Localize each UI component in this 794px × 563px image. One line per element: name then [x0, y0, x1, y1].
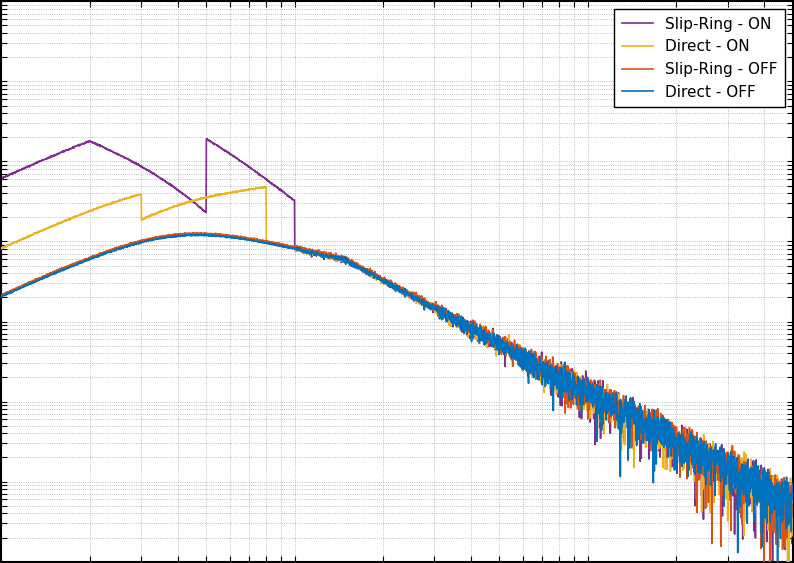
Slip-Ring - OFF	[788, 508, 794, 515]
Slip-Ring - OFF	[0, 292, 6, 298]
Direct - ON	[688, 442, 697, 449]
Slip-Ring - ON	[134, 162, 144, 168]
Slip-Ring - OFF	[300, 247, 310, 254]
Line: Slip-Ring - ON: Slip-Ring - ON	[2, 139, 792, 563]
Direct - ON	[134, 191, 144, 198]
Slip-Ring - OFF	[773, 487, 782, 494]
Slip-Ring - ON	[0, 175, 6, 181]
Slip-Ring - ON	[788, 503, 794, 510]
Direct - OFF	[87, 256, 96, 262]
Slip-Ring - ON	[773, 509, 782, 516]
Direct - OFF	[688, 445, 697, 452]
Direct - ON	[773, 472, 782, 479]
Direct - OFF	[788, 480, 794, 487]
Direct - ON	[788, 491, 794, 498]
Slip-Ring - ON	[334, 254, 344, 261]
Direct - OFF	[300, 247, 310, 254]
Direct - ON	[0, 245, 6, 252]
Line: Slip-Ring - OFF: Slip-Ring - OFF	[2, 233, 792, 563]
Direct - OFF	[0, 293, 6, 300]
Direct - OFF	[773, 561, 782, 563]
Slip-Ring - OFF	[334, 254, 344, 261]
Direct - ON	[300, 248, 310, 255]
Slip-Ring - OFF	[180, 229, 190, 236]
Slip-Ring - OFF	[134, 238, 144, 244]
Direct - ON	[334, 256, 344, 263]
Direct - OFF	[773, 508, 782, 515]
Slip-Ring - ON	[688, 461, 697, 468]
Direct - ON	[87, 208, 96, 215]
Slip-Ring - ON	[300, 247, 310, 254]
Line: Direct - OFF: Direct - OFF	[2, 234, 792, 563]
Direct - OFF	[199, 231, 209, 238]
Slip-Ring - ON	[202, 136, 211, 142]
Slip-Ring - OFF	[688, 435, 697, 442]
Direct - ON	[260, 183, 270, 190]
Slip-Ring - OFF	[87, 253, 96, 260]
Direct - OFF	[334, 256, 344, 262]
Line: Direct - ON: Direct - ON	[2, 186, 792, 563]
Direct - OFF	[134, 240, 144, 247]
Slip-Ring - ON	[87, 138, 96, 145]
Legend: Slip-Ring - ON, Direct - ON, Slip-Ring - OFF, Direct - OFF: Slip-Ring - ON, Direct - ON, Slip-Ring -…	[615, 9, 785, 107]
